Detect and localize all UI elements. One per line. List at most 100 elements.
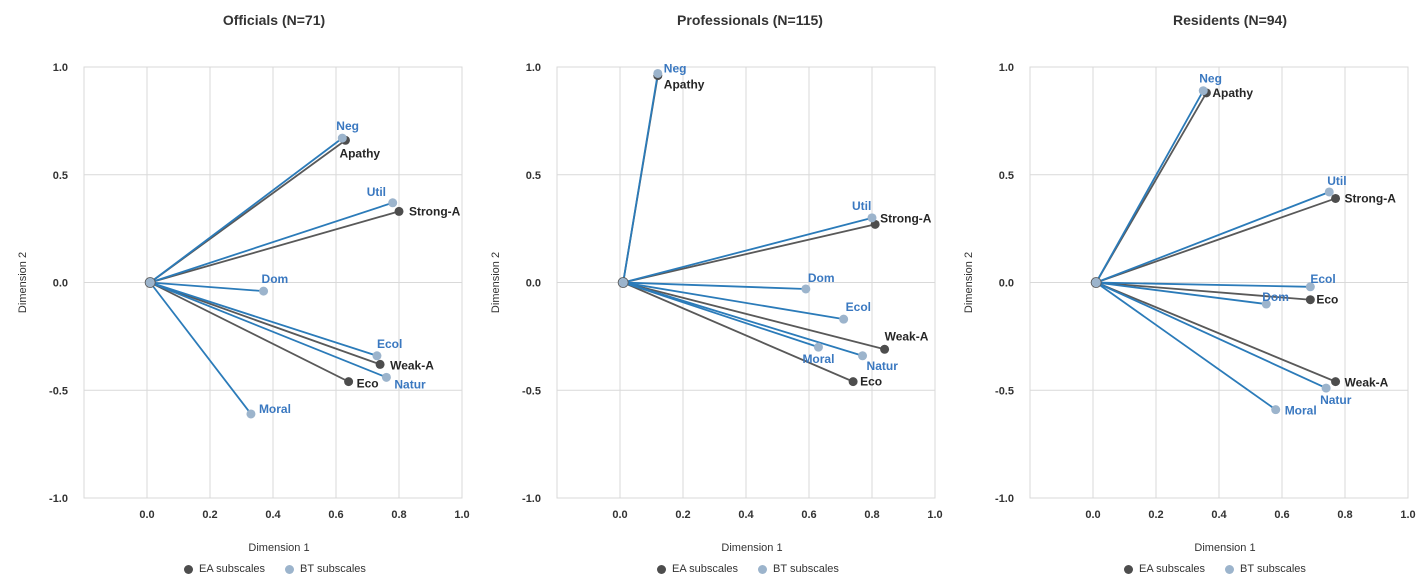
point-dom [1261,299,1271,309]
point-label-neg: Neg [1199,72,1222,86]
x-tick-label: 0.2 [1148,509,1163,521]
x-axis-label: Dimension 1 [248,542,309,554]
x-tick-label: 0.8 [391,509,406,521]
point-label-eco: Eco [357,377,379,391]
vector-line-weak-a [622,281,885,351]
point-label-eco: Eco [1316,293,1338,307]
vector-line-dom [623,281,806,290]
vector-line-ecol [149,281,378,357]
legend-item-bt: BT subscales [758,563,839,575]
x-tick-label: 0.4 [738,509,754,521]
vector-line-weak-a [1095,281,1336,383]
vector-line-natur [622,281,863,357]
y-tick-label: 1.0 [526,62,541,74]
x-tick-label: 0.6 [328,509,343,521]
x-tick-label: 1.0 [454,509,469,521]
point-label-natur: Natur [1320,393,1352,407]
y-tick-label: 1.0 [53,62,68,74]
legend-label-bt: BT subscales [1240,563,1306,575]
legend-professionals: EA subscales BT subscales [657,563,839,575]
legend-item-bt: BT subscales [1225,563,1306,575]
chart-title: Professionals (N=115) [677,12,823,28]
point-label-util: Util [1327,174,1346,188]
point-eco [1305,295,1315,305]
chart-title: Residents (N=94) [1173,12,1287,28]
origin-point [1090,277,1102,288]
vector-line-util [622,216,873,284]
y-tick-label: 0.5 [999,170,1014,182]
point-neg [337,133,347,143]
x-tick-label: 0.0 [1085,509,1100,521]
point-dom [801,284,811,294]
point-label-dom: Dom [262,272,289,286]
point-moral [1271,405,1281,415]
y-axis-label: Dimension 2 [963,252,975,313]
vector-line-eco [1096,281,1311,301]
legend-item-ea: EA subscales [184,563,265,575]
x-tick-label: 0.0 [612,509,627,521]
x-tick-label: 0.6 [1274,509,1289,521]
x-axis-label: Dimension 1 [721,542,782,554]
y-tick-label: -1.0 [995,493,1014,505]
point-label-weak-a: Weak-A [1345,376,1389,390]
x-tick-label: 0.8 [864,509,879,521]
x-tick-label: 0.4 [1211,509,1227,521]
point-label-ecol: Ecol [377,337,402,351]
legend-item-bt: BT subscales [285,563,366,575]
point-label-strong-a: Strong-A [1345,191,1397,205]
y-tick-label: -1.0 [49,493,68,505]
legend-residents: EA subscales BT subscales [1124,563,1306,575]
vector-line-strong-a [1095,197,1336,284]
origin-point [144,277,156,288]
y-tick-label: 0.5 [526,170,541,182]
vector-line-neg [1095,90,1205,283]
x-tick-label: 0.2 [202,509,217,521]
y-axis-label: Dimension 2 [17,252,29,313]
legend-label-ea: EA subscales [672,563,739,575]
legend-swatch-bt [285,564,295,574]
point-label-util: Util [852,199,871,213]
x-tick-label: 1.0 [1400,509,1415,521]
chart-title: Officials (N=71) [223,12,325,28]
legend-label-bt: BT subscales [300,563,366,575]
legend-item-ea: EA subscales [657,563,738,575]
point-label-apathy: Apathy [339,146,380,160]
vector-line-eco [622,281,854,383]
point-util [388,198,398,208]
point-util [867,213,877,223]
vector-line-natur [1095,281,1327,389]
chart-officials: Officials (N=71) 0.0 0.2 0.4 0.6 0.8 1.0 1.0 0.5… [17,12,470,554]
y-tick-label: -0.5 [49,385,68,397]
point-natur [1321,383,1331,393]
point-label-weak-a: Weak-A [885,329,929,343]
legend-swatch-ea [1124,564,1133,574]
vector-line-neg [622,73,659,283]
legend-swatch-bt [1225,564,1235,574]
point-label-moral: Moral [1285,404,1317,418]
y-tick-label: 1.0 [999,62,1014,74]
x-tick-label: 0.2 [675,509,690,521]
point-label-natur: Natur [867,359,899,373]
point-moral [246,409,256,419]
point-eco [344,377,354,387]
vector-line-ecol [1096,281,1311,288]
legend-label-ea: EA subscales [1139,563,1206,575]
vector-line-ecol [623,281,844,321]
point-label-apathy: Apathy [1212,86,1253,100]
vector-line-dom [1096,281,1267,305]
point-eco [848,377,858,387]
legend-officials: EA subscales BT subscales [184,563,366,575]
y-tick-label: -0.5 [522,385,541,397]
point-util [1324,187,1334,197]
vector-line-util [1095,191,1330,284]
point-label-util: Util [367,185,386,199]
y-tick-label: 0.0 [999,278,1014,290]
point-ecol [1305,282,1315,292]
x-tick-label: 0.4 [265,509,281,521]
vector-line-natur [149,281,387,379]
origin-point [617,277,629,288]
point-label-ecol: Ecol [1310,272,1335,286]
x-tick-label: 1.0 [927,509,942,521]
point-label-weak-a: Weak-A [390,358,434,372]
point-label-moral: Moral [259,402,291,416]
